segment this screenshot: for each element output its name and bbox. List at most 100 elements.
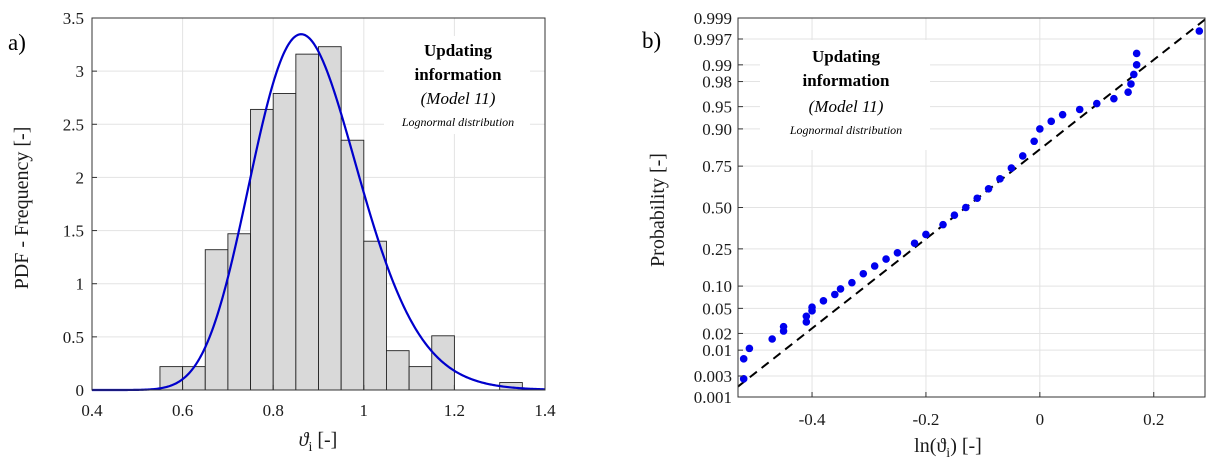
- panel-a-annotation-box: [384, 36, 530, 134]
- panel-b-point: [745, 344, 754, 353]
- panel-b-point: [819, 297, 828, 305]
- panel-a-bar: [363, 240, 387, 391]
- panel-b-point: [1195, 27, 1204, 35]
- panel-b-y-tick-label: 0.997: [694, 30, 733, 49]
- panel-b-point: [1132, 61, 1141, 69]
- panel-b-y-tick-label: 0.10: [702, 277, 732, 296]
- panel-a-bar: [318, 46, 342, 391]
- panel-b-point: [870, 262, 879, 270]
- panel-a-bar: [408, 366, 433, 391]
- panel-a-bar: [227, 233, 251, 391]
- panel-b-point: [910, 239, 919, 248]
- panel-b-annotation-box: [760, 40, 930, 150]
- panel-a-y-tick-label: 3: [76, 62, 85, 81]
- panel-b-annotation-line3: (Model 11): [809, 97, 884, 116]
- panel-b-point: [1007, 164, 1016, 172]
- panel-b-x-tick-label: 0: [1036, 410, 1045, 429]
- panel-b-point: [848, 278, 856, 287]
- panel-a-x-axis-unit: [-]: [312, 429, 337, 451]
- panel-b-point: [836, 285, 845, 293]
- panel-a-y-tick-label: 1: [76, 275, 85, 294]
- panel-b-y-tick-label: 0.25: [702, 240, 732, 259]
- panel-b-point: [962, 203, 970, 212]
- panel-b-point: [1036, 125, 1044, 133]
- panel-b-point: [996, 175, 1004, 183]
- panel-a-annotation-line1: Updating: [424, 41, 493, 60]
- panel-a-bar: [250, 108, 274, 391]
- panel-a-frame: [91, 17, 546, 391]
- panel-b-point: [1075, 105, 1084, 114]
- panel-a-bar: [272, 93, 297, 391]
- panel-a-x-axis-label: ϑi [-]: [299, 429, 338, 455]
- panel-b-y-tick-label: 0.05: [702, 299, 732, 318]
- panel-a-y-axis-label: PDF - Frequency [-]: [11, 127, 33, 290]
- panel-b-x-axis-subscript: i: [946, 446, 950, 461]
- panel-b-y-tick-label: 0.98: [702, 73, 732, 92]
- panel-b-point: [1127, 80, 1135, 88]
- panel-b-point: [808, 303, 816, 311]
- panel-b-point: [984, 184, 993, 193]
- panel-b-point: [1092, 99, 1101, 108]
- panel-b-y-tick-label: 0.003: [694, 367, 732, 386]
- panel-b-point: [922, 230, 930, 239]
- panel-b-y-axis-label: Probability [-]: [647, 153, 669, 267]
- panel-b-point: [1030, 137, 1038, 146]
- panel-a-y-tick-label: 0: [76, 381, 85, 400]
- panel-a-x-tick-label: 0.4: [81, 401, 103, 420]
- panel-b-y-tick-label: 0.90: [702, 120, 732, 139]
- panel-b-x-axis-prefix: ln(ϑ: [914, 435, 946, 457]
- panel-a-y-tick-label: 3.5: [63, 9, 84, 28]
- panel-b-fit-line: [737, 18, 1206, 388]
- panel-b-point: [893, 249, 902, 257]
- panel-b-point: [779, 322, 788, 331]
- panel-a-x-tick-label: 0.8: [263, 401, 284, 420]
- panel-b-x-axis-label: ln(ϑi) [-]: [914, 435, 982, 461]
- panel-b-point: [802, 312, 811, 321]
- panel-b-x-tick-label: -0.2: [912, 410, 939, 429]
- panel-b-y-tick-label: 0.02: [702, 324, 732, 343]
- panel-b-point: [973, 194, 981, 203]
- panel-a-y-tick-label: 0.5: [63, 328, 84, 347]
- panel-b-y-tick-label: 0.999: [694, 9, 732, 28]
- panel-b-y-tick-label: 0.75: [702, 157, 732, 176]
- panel-a-annotation-line2: information: [415, 65, 502, 84]
- panel-a-y-tick-label: 2: [76, 168, 85, 187]
- panel-a-label: a): [8, 30, 26, 55]
- panel-b-point: [802, 318, 811, 326]
- panel-b-annotation-line1: Updating: [812, 47, 881, 66]
- panel-b-point: [1130, 70, 1138, 79]
- panel-a-annotation-line3: (Model 11): [421, 89, 496, 108]
- panel-b: -0.4 -0.2 0 0.2 0.001 0.003 0.010.02 0.05 0.10 0.…: [642, 9, 1206, 461]
- panel-b-point: [939, 220, 947, 229]
- panel-b-x-tick-label: 0.2: [1143, 410, 1164, 429]
- panel-b-annotation: Updating information (Model 11) Lognorma…: [760, 40, 930, 150]
- panel-b-x-axis-unit: ) [-]: [950, 435, 982, 457]
- panel-a-bar: [386, 350, 410, 391]
- panel-a-annotation: Updating information (Model 11) Lognorma…: [384, 36, 530, 134]
- panel-b-y-tick-label: 0.50: [702, 199, 732, 218]
- panel-a-lognormal-curve: [92, 33, 546, 392]
- panel-a-x-axis-symbol: ϑ: [299, 429, 310, 451]
- panel-a-x-tick-label: 1.2: [444, 401, 465, 420]
- panel-a-x-tick-label: 1.4: [534, 401, 556, 420]
- panel-b-point: [1018, 152, 1027, 160]
- panel-b-point: [739, 355, 748, 363]
- panel-b-y-tick-label: 0.99: [702, 56, 732, 75]
- panel-b-label: b): [642, 28, 661, 53]
- panel-b-point: [768, 335, 776, 343]
- panel-a-annotation-line4: Lognormal distribution: [401, 115, 514, 129]
- panel-a-x-tick-label: 0.6: [172, 401, 193, 420]
- panel-b-point: [739, 375, 748, 383]
- panel-a-x-axis-subscript: i: [308, 440, 312, 455]
- panel-b-point: [950, 211, 959, 220]
- panel-a-y-tick-label: 2.5: [63, 115, 84, 134]
- panel-b-point: [1132, 49, 1141, 58]
- panel-a-bar: [295, 53, 319, 391]
- panel-b-point: [859, 269, 868, 278]
- panel-a-y-tick-label: 1.5: [63, 222, 84, 241]
- panel-a-x-tick-label: 1: [360, 401, 369, 420]
- panel-b-y-tick-label: 0.001: [694, 388, 732, 407]
- panel-b-point: [1047, 117, 1056, 126]
- panel-b-ticks: -0.4 -0.2 0 0.2 0.001 0.003 0.010.02 0.05 0.10 0.…: [694, 9, 1165, 429]
